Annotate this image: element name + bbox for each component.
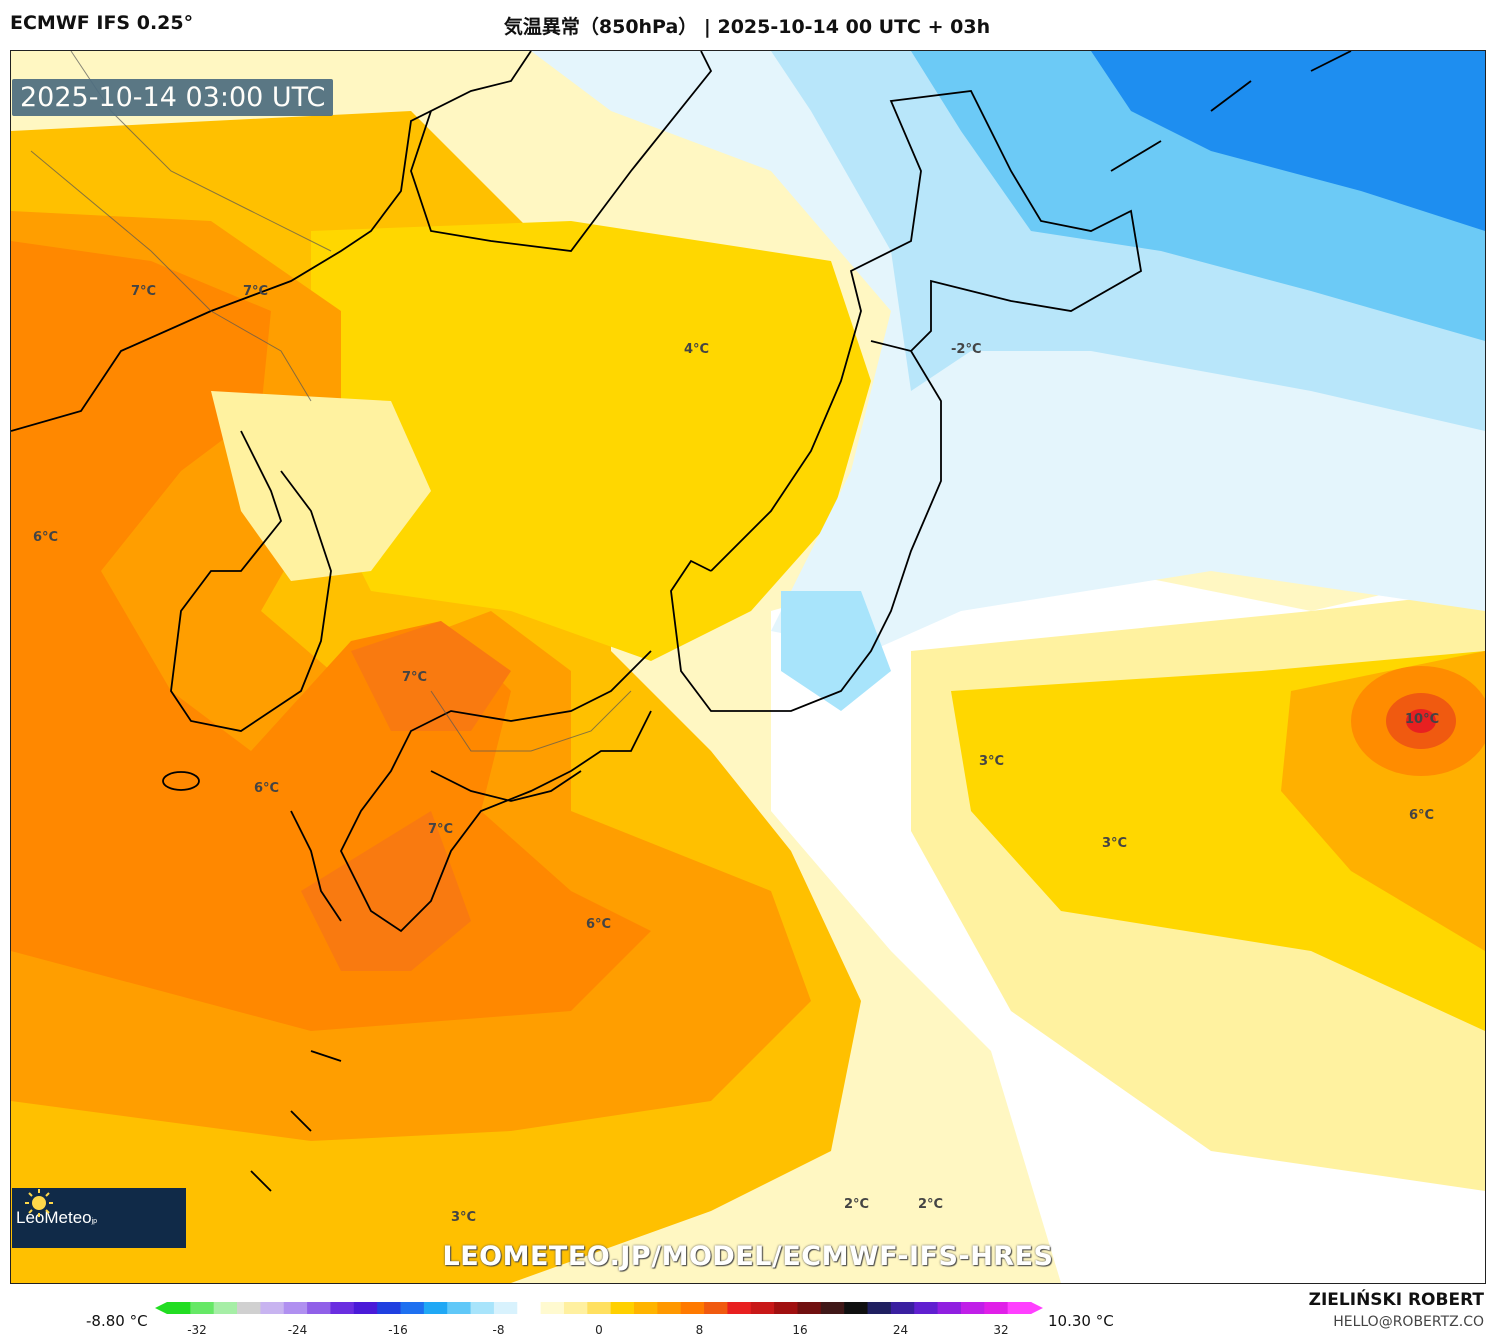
colorbar-cell [167,1302,191,1314]
anomaly-field-cold-tohoku [781,591,891,711]
colorbar-cell [237,1302,261,1314]
model-title: ECMWF IFS 0.25° [10,12,194,34]
colorbar-min-label: -8.80 °C [86,1312,148,1330]
anomaly-field-typhoon-core [1406,709,1436,733]
colorbar-cell [727,1302,752,1314]
colorbar-cell [353,1302,378,1314]
colorbar-cell [260,1302,285,1314]
label-south-mid2: 2°C [918,1197,943,1212]
colorbar-cell [400,1302,425,1314]
label-east-china-sea: 6°C [254,781,279,796]
anomaly-field-hot-west [11,241,651,1031]
label-east-china-sea-north: 7°C [402,670,427,685]
colorbar-cell [797,1302,822,1314]
colorbar-tick-label: -16 [388,1323,408,1336]
colorbar-cell [657,1302,682,1314]
label-manchuria: 4°C [684,342,709,357]
label-china: 6°C [33,530,58,545]
colorbar-cell [190,1302,215,1314]
colorbar-cell [1007,1302,1032,1314]
label-hokkaido-east: -2°C [951,342,981,357]
label-typhoon-south: 6°C [1409,808,1434,823]
colorbar-tick-label: 8 [696,1323,704,1336]
colorbar-cell [890,1302,915,1314]
colorbar-cells [155,1302,1043,1314]
colorbar-max-label: 10.30 °C [1048,1312,1114,1330]
colorbar-cell [634,1302,658,1314]
logo-text: LeoMeteojp [16,1208,97,1228]
colorbar-tick-label: 32 [993,1323,1008,1336]
author-credit: ZIELIŃSKI ROBERT [1308,1290,1484,1310]
colorbar-tick-label: -24 [288,1323,308,1336]
colorbar-tick-label: 16 [792,1323,807,1336]
colorbar-extend-min [155,1302,167,1314]
colorbar-ticks: -32 -24 -16 -8 0 8 16 24 32 [187,1323,1008,1336]
colorbar-cell [610,1302,635,1314]
colorbar-cell [517,1302,542,1314]
colorbar-cell [960,1302,985,1314]
label-south-mid1: 2°C [844,1197,869,1212]
colorbar-cell [774,1302,798,1314]
chart-title: 気温異常（850hPa） | 2025-10-14 00 UTC + 03h [503,16,991,38]
colorbar-cell [867,1302,892,1314]
logo-wordmark: LeoMeteo [16,1208,92,1227]
colorbar-cell [587,1302,612,1314]
website-watermark: LEOMETEO.JP/MODEL/ECMWF-IFS-HRES [442,1241,1054,1272]
label-south-sea: 6°C [586,917,611,932]
colorbar-tick-label: 24 [893,1323,908,1336]
label-south-left: 3°C [451,1210,476,1225]
anomaly-field-hot-south [301,811,471,971]
colorbar-cell [470,1302,495,1314]
colorbar-cell [540,1302,565,1314]
label-kyushu: 7°C [428,822,453,837]
sun-icon [25,1189,53,1217]
colorbar-cell [820,1302,845,1314]
valid-time-badge: 2025-10-14 03:00 UTC [12,79,334,116]
colorbar: -32 -24 -16 -8 0 8 16 24 32 [155,1302,1043,1336]
colorbar-cell [493,1302,518,1314]
colorbar-cell [984,1302,1009,1314]
label-korea-n2: 7°C [243,284,268,299]
anomaly-field-pale-korea [211,391,431,581]
colorbar-tick-label: -32 [187,1323,207,1336]
colorbar-cell [307,1302,331,1314]
colorbar-cell [423,1302,448,1314]
colorbar-extend-max [1031,1302,1043,1314]
label-pacific-a: 3°C [979,754,1004,769]
logo-suffix: jp [91,1218,98,1225]
map-panel[interactable]: 7°C 7°C 4°C -2°C 6°C 7°C 6°C 7°C 6°C 3°C… [10,50,1486,1284]
colorbar-cell [563,1302,588,1314]
colorbar-cell [844,1302,869,1314]
colorbar-cell [283,1302,308,1314]
colorbar-cell [213,1302,238,1314]
coastlines [11,51,1352,1192]
anomaly-field-hot-core [351,621,511,731]
label-typhoon: 10°C [1405,712,1439,727]
colorbar-cell [914,1302,939,1314]
author-email[interactable]: HELLO@ROBERTZ.CO [1333,1314,1484,1330]
colorbar-tick-label: -8 [493,1323,505,1336]
anomaly-field-cold-core [1091,51,1485,231]
colorbar-cell [680,1302,705,1314]
anomaly-map: 7°C 7°C 4°C -2°C 6°C 7°C 6°C 7°C 6°C 3°C… [11,51,1485,1283]
colorbar-tick-label: 0 [595,1323,603,1336]
colorbar-cell [937,1302,962,1314]
colorbar-cell [750,1302,775,1314]
colorbar-cell [704,1302,728,1314]
colorbar-cell [447,1302,472,1314]
label-pacific-b: 3°C [1102,836,1127,851]
colorbar-cell [330,1302,355,1314]
colorbar-cell [377,1302,402,1314]
leometeo-logo[interactable]: LeoMeteojp [12,1188,186,1248]
label-korea-n1: 7°C [131,284,156,299]
